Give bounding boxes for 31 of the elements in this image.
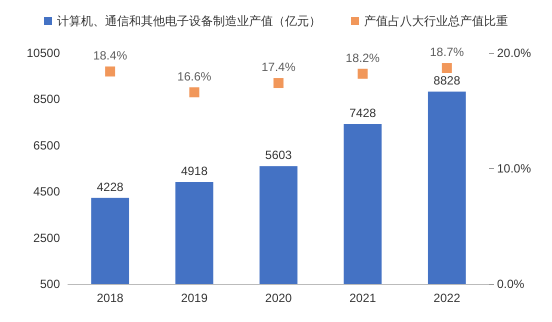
legend-label: 产值占八大行业总产值比重 [364,14,508,28]
y-tick-label: 4500 [33,184,60,199]
data-label: 7428 [349,106,376,120]
legend-label: 计算机、通信和其他电子设备制造业产值（亿元） [57,14,321,28]
data-label: 18.2% [346,50,380,65]
data-label: 18.7% [430,45,464,60]
x-tick-label: 2019 [180,291,208,305]
point [442,63,452,74]
data-label: 17.4% [261,60,296,74]
x-tick-label: 2021 [349,291,376,305]
y-tick-label: 8500 [33,92,60,106]
y-tick-label: 6500 [33,138,60,152]
x-tick-label: 2022 [434,291,461,305]
data-label: 16.6% [177,69,212,84]
y2-tick-label: 10.0% [497,162,532,176]
y2-tick-label: 0.0% [497,277,525,291]
x-tick-label: 2020 [265,291,292,305]
point [358,68,368,79]
data-label: 4228 [96,180,124,194]
data-label: 4918 [180,164,208,178]
y-tick-label: 500 [40,277,60,291]
data-label: 18.4% [93,48,128,62]
y-tick-label: 10500 [26,46,60,60]
point [189,87,200,98]
point [105,66,116,76]
point [274,78,284,88]
y2-tick-label: 20.0% [497,46,532,60]
data-label: 8828 [434,74,461,88]
x-tick-label: 2018 [96,291,124,305]
data-label: 5603 [265,148,292,162]
y-tick-label: 2500 [33,230,60,245]
